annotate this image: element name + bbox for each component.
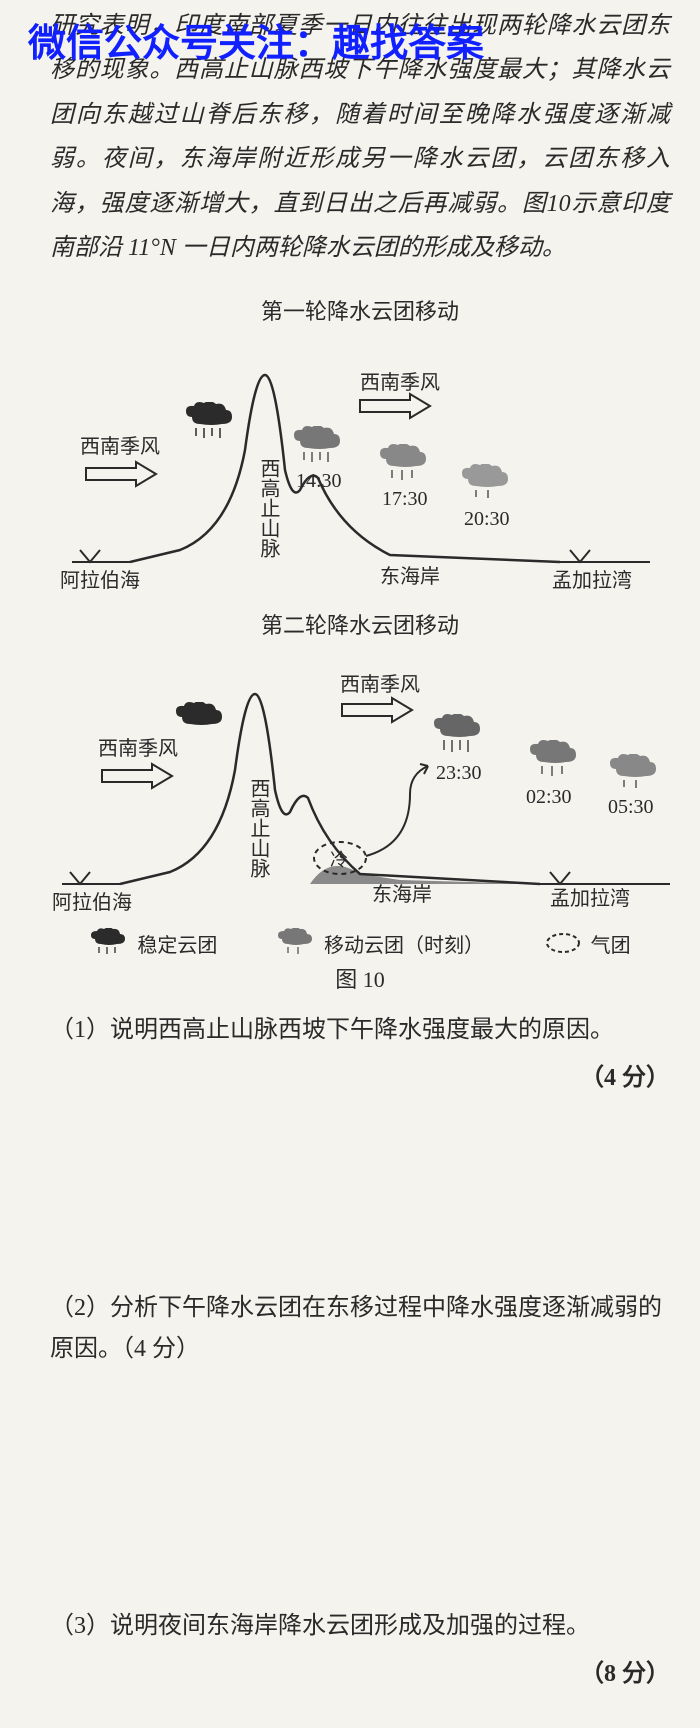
question-3-points: （8 分）	[50, 1653, 670, 1688]
sea-left-2: 阿拉伯海	[52, 886, 132, 915]
answer-space-2	[50, 1370, 670, 1590]
wind-label-left-2: 西南季风	[98, 732, 178, 761]
wind-arrow-right-1	[358, 390, 440, 424]
stable-cloud-2	[172, 702, 236, 750]
airmass-icon	[543, 930, 583, 956]
moving-cloud-2330	[430, 714, 492, 762]
legend-airmass: 气团	[543, 929, 631, 958]
question-1-points: （4 分）	[50, 1057, 670, 1092]
time-1430: 14:30	[296, 470, 342, 493]
coast-right-1: 东海岸	[380, 560, 440, 589]
legend-moving: 移动云团（时刻）	[276, 928, 484, 958]
legend-airmass-label: 气团	[591, 929, 631, 958]
sea-right-2: 孟加拉湾	[550, 882, 630, 911]
time-0530: 05:30	[608, 796, 654, 819]
question-1: （1）说明西高止山脉西坡下午降水强度最大的原因。	[50, 1010, 670, 1051]
mountain-label-2: 西高止山脉	[248, 778, 268, 878]
wind-arrow-left-2	[100, 760, 180, 794]
moving-cloud-0230	[526, 740, 586, 786]
question-3: （3）说明夜间东海岸降水云团形成及加强的过程。	[50, 1606, 670, 1647]
answer-space-1	[50, 1092, 670, 1272]
legend-row: 稳定云团 移动云团（时刻） 气团	[50, 924, 670, 958]
sea-left-1: 阿拉伯海	[60, 564, 140, 593]
watermark-text: 微信公众号关注：趣找答案	[28, 12, 484, 67]
diagram-2: 第二轮降水云团移动 西南季风	[50, 608, 670, 994]
diagram2-title: 第二轮降水云团移动	[50, 608, 670, 640]
question-2: （2）分析下午降水云团在东移过程中降水强度逐渐减弱的原因。（4 分）	[50, 1288, 670, 1370]
wind-arrow-left-1	[84, 458, 164, 492]
legend-stable: 稳定云团	[89, 928, 217, 958]
time-0230: 02:30	[526, 786, 572, 809]
legend-stable-label: 稳定云团	[137, 929, 217, 958]
moving-cloud-0530	[606, 754, 664, 798]
time-2030: 20:30	[464, 508, 510, 531]
sea-right-1: 孟加拉湾	[552, 564, 632, 593]
time-2330: 23:30	[436, 762, 482, 785]
cold-label: 冷	[330, 846, 348, 872]
moving-cloud-1430	[290, 426, 350, 472]
mountain-label-1: 西高止山脉	[258, 458, 278, 558]
moving-cloud-icon	[276, 928, 316, 958]
diagram1-title: 第一轮降水云团移动	[50, 294, 670, 326]
coast-right-2: 东海岸	[372, 878, 432, 907]
wind-label-left-1: 西南季风	[80, 430, 160, 459]
wind-arrow-right-2	[340, 694, 422, 728]
wind-label-right-2: 西南季风	[340, 668, 420, 697]
legend-moving-label: 移动云团（时刻）	[324, 929, 484, 958]
time-1730: 17:30	[382, 488, 428, 511]
moving-cloud-2030	[458, 464, 518, 510]
stable-cloud-1	[182, 402, 246, 450]
figure-caption: 图 10	[50, 962, 670, 994]
diagram-1: 第一轮降水云团移动 西南季风 西南季风	[50, 294, 670, 590]
stable-cloud-icon	[89, 928, 129, 958]
moving-cloud-1730	[376, 444, 436, 490]
